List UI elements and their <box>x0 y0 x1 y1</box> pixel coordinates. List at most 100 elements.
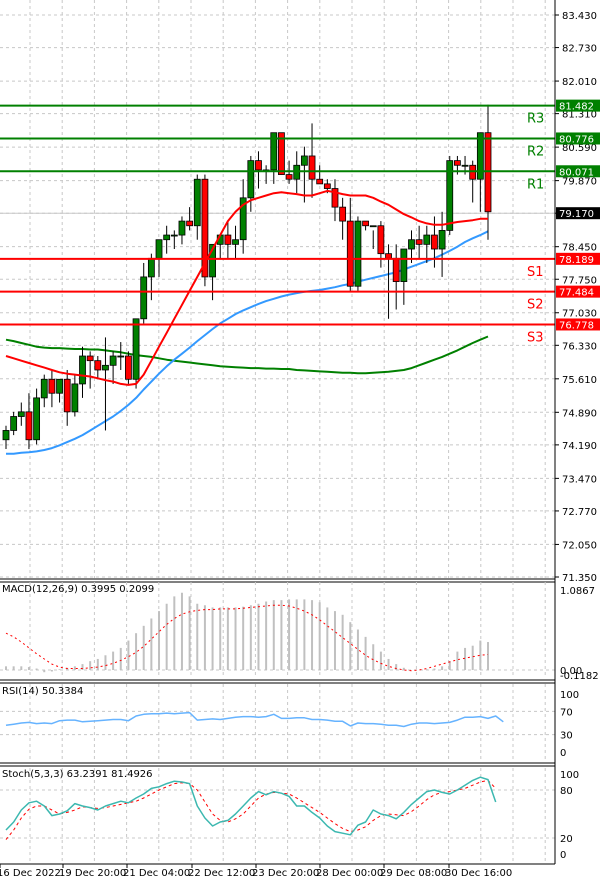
candle[interactable] <box>316 165 324 185</box>
candle[interactable] <box>255 151 262 189</box>
time-axis-label: 22 Dec 12:00 <box>188 868 255 879</box>
pivot-price-tag <box>556 132 600 145</box>
candle[interactable] <box>278 132 285 175</box>
pivot-price-tag <box>556 285 600 298</box>
candle[interactable] <box>224 221 232 259</box>
price-axis-label: 77.750 <box>562 275 597 286</box>
candle[interactable] <box>377 221 385 268</box>
macd-signal-line <box>5 604 489 672</box>
candle[interactable] <box>140 262 148 324</box>
candle[interactable] <box>63 369 71 426</box>
current-price-tag <box>556 207 600 220</box>
rsi-line <box>5 711 504 728</box>
candle[interactable] <box>247 155 255 212</box>
candle[interactable] <box>400 248 408 305</box>
pivot-price-tag-label: 77.484 <box>559 288 594 299</box>
price-axis-label: 82.730 <box>562 44 597 55</box>
candle[interactable] <box>392 244 400 310</box>
candle[interactable] <box>109 351 117 384</box>
candle[interactable] <box>193 174 201 240</box>
pivot-label-r2: R2 <box>527 144 544 159</box>
pivot-price-tag-label: 80.071 <box>559 167 594 178</box>
macd-axis-label: -0.1182 <box>560 671 599 682</box>
stoch-axis-label: 80 <box>560 786 573 797</box>
candle[interactable] <box>438 211 446 277</box>
pivot-label-s2: S2 <box>527 298 544 313</box>
candle[interactable] <box>94 356 102 380</box>
candle[interactable] <box>10 411 18 436</box>
candle[interactable] <box>369 225 377 250</box>
candle[interactable] <box>163 225 171 254</box>
price-axis-label: 73.470 <box>562 474 597 485</box>
candle[interactable] <box>346 197 354 291</box>
time-axis-label: 28 Dec 00:00 <box>316 868 383 879</box>
candle[interactable] <box>354 216 362 291</box>
time-axis-label: 21 Dec 04:00 <box>123 868 190 879</box>
time-axis-label: 23 Dec 20:00 <box>252 868 319 879</box>
candle[interactable] <box>102 337 109 431</box>
candle[interactable] <box>79 346 86 398</box>
candle[interactable] <box>239 179 247 254</box>
candle[interactable] <box>17 402 25 426</box>
candle[interactable] <box>415 225 423 259</box>
pivot-price-tag-label: 81.482 <box>559 102 594 113</box>
candle[interactable] <box>178 216 186 245</box>
candle[interactable] <box>40 374 48 408</box>
candle[interactable] <box>232 225 239 259</box>
rsi-label: RSI(14) 50.3384 <box>2 686 84 697</box>
candle[interactable] <box>25 393 33 450</box>
ma-slow-line <box>5 335 489 375</box>
candle[interactable] <box>423 225 431 263</box>
macd-label: MACD(12,26,9) 0.3995 0.2099 <box>2 584 155 595</box>
rsi-axis-label: 70 <box>560 707 573 718</box>
candle[interactable] <box>33 388 41 445</box>
candle[interactable] <box>117 342 125 370</box>
candle[interactable] <box>308 123 316 198</box>
candle[interactable] <box>339 197 347 240</box>
candle[interactable] <box>125 351 132 384</box>
stoch-axis-label: 100 <box>560 770 579 781</box>
candle[interactable] <box>170 230 178 250</box>
candle[interactable] <box>300 146 308 203</box>
price-axis-label: 81.310 <box>562 110 597 121</box>
pivot-price-tag <box>556 252 600 265</box>
candle[interactable] <box>147 253 155 301</box>
pivot-price-tag <box>556 99 600 112</box>
time-axis-label: 19 Dec 20:00 <box>59 868 126 879</box>
rsi-axis-label: 30 <box>560 731 573 742</box>
price-axis-label: 82.010 <box>562 77 597 88</box>
candle[interactable] <box>86 351 94 389</box>
rsi-axis-label: 100 <box>560 690 579 701</box>
candle[interactable] <box>48 369 56 408</box>
candle[interactable] <box>201 174 209 287</box>
pivot-price-tag-label: 78.189 <box>559 255 594 266</box>
price-axis-label: 77.030 <box>562 309 597 320</box>
candle[interactable] <box>446 155 454 236</box>
candle[interactable] <box>331 179 339 222</box>
candle[interactable] <box>56 378 63 403</box>
price-axis-label: 74.890 <box>562 408 597 419</box>
pivot-label-r1: R1 <box>527 177 544 192</box>
candle[interactable] <box>385 244 392 319</box>
candle[interactable] <box>71 374 79 417</box>
time-axis-label: 16 Dec 2022 <box>0 868 61 879</box>
candle[interactable] <box>362 220 369 231</box>
candle[interactable] <box>2 425 10 450</box>
stoch-label: Stoch(5,3,3) 63.2391 81.4926 <box>2 769 153 780</box>
rsi-axis-label: 0 <box>560 748 566 759</box>
candle[interactable] <box>132 318 140 389</box>
candle[interactable] <box>270 132 278 184</box>
stoch-k-line <box>5 776 497 836</box>
price-axis-label: 76.330 <box>562 341 597 352</box>
price-axis-label: 74.190 <box>562 441 597 452</box>
price-axis-label: 72.050 <box>562 540 597 551</box>
stoch-axis-label: 20 <box>560 834 573 845</box>
candle[interactable] <box>408 230 415 263</box>
candle[interactable] <box>469 160 477 203</box>
time-axis-label: 29 Dec 08:00 <box>380 868 447 879</box>
pivot-price-tag <box>556 318 600 331</box>
macd-axis-label: 1.0867 <box>560 586 595 597</box>
candle[interactable] <box>186 207 194 231</box>
pivot-price-tag-label: 76.778 <box>559 320 594 331</box>
